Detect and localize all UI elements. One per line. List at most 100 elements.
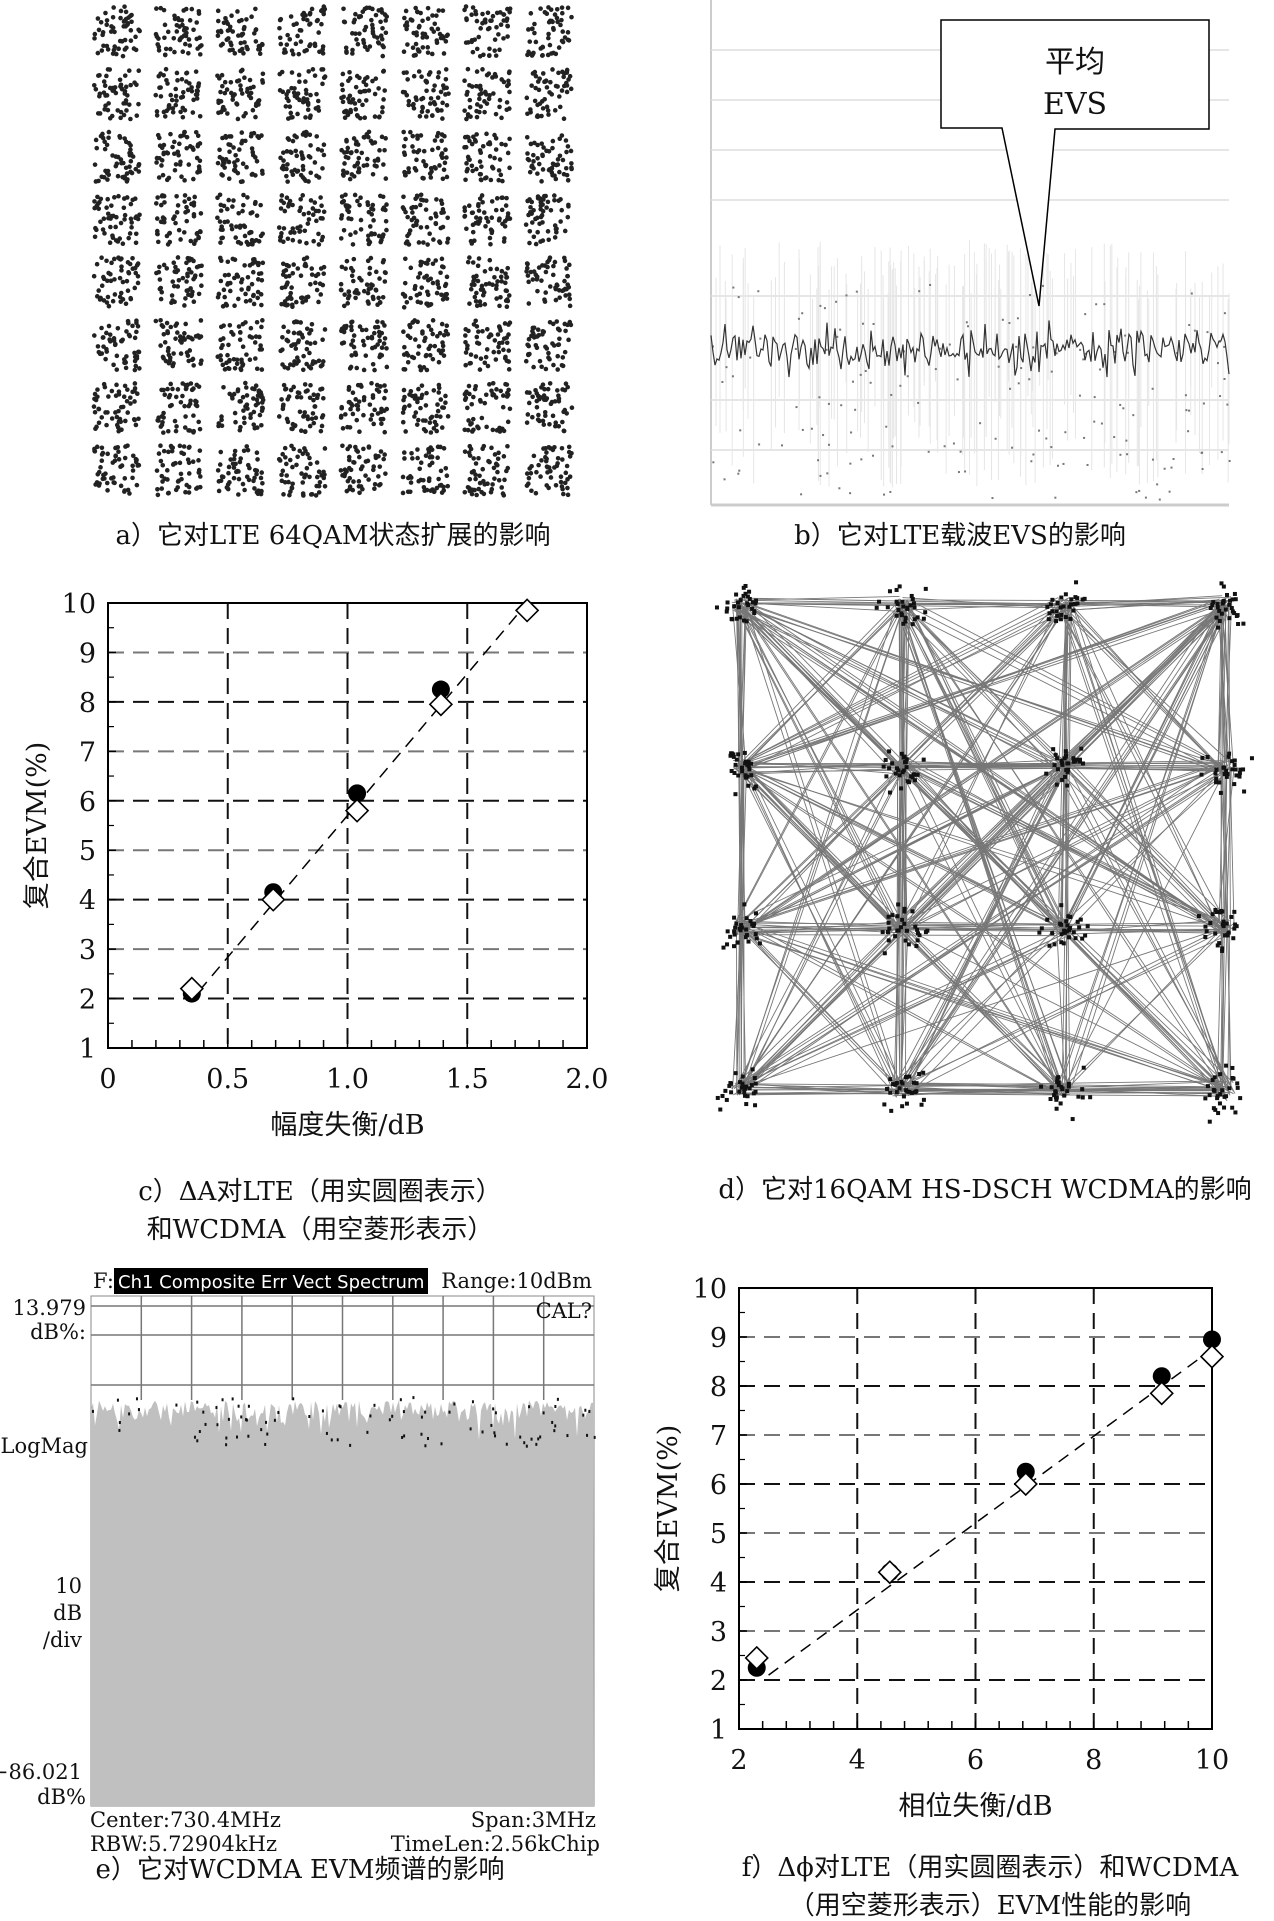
transition-line bbox=[742, 920, 897, 927]
spectrum-dot bbox=[339, 1405, 342, 1409]
y-tick-label: 3 bbox=[79, 935, 96, 966]
scatter-dot bbox=[906, 375, 909, 378]
transition-line bbox=[1067, 610, 1224, 772]
constellation-point bbox=[880, 902, 930, 956]
scatter-dot bbox=[827, 402, 830, 405]
constellation-cluster bbox=[153, 317, 204, 369]
spectrum-dot bbox=[336, 1438, 339, 1442]
constellation-point bbox=[1045, 580, 1087, 624]
caption-c-line1: c）ΔA对LTE（用实圆圈表示） bbox=[138, 1177, 502, 1207]
wcdma-point bbox=[514, 598, 540, 623]
scatter-dot bbox=[1011, 446, 1014, 449]
scatter-dot bbox=[1126, 453, 1129, 456]
spectrum-dot bbox=[505, 1442, 508, 1446]
x-axis-label: 幅度失衡/dB bbox=[270, 1110, 424, 1141]
constellation-cluster bbox=[338, 192, 389, 247]
transition-line bbox=[1219, 606, 1228, 772]
transition-line bbox=[745, 932, 1067, 1090]
scatter-dot bbox=[1202, 402, 1205, 405]
wcdma-point bbox=[261, 887, 286, 912]
transition-line bbox=[1065, 612, 1223, 1090]
scale-label: LogMag bbox=[1, 1434, 89, 1458]
scatter-dot bbox=[927, 450, 930, 453]
caption-c-line2: 和WCDMA（用空菱形表示） bbox=[147, 1215, 494, 1245]
scatter-dot bbox=[997, 365, 1000, 368]
spectrum-dot bbox=[469, 1427, 472, 1431]
constellation-cluster bbox=[91, 67, 142, 122]
y-tick-label: 9 bbox=[710, 1323, 727, 1354]
spectrum-title: Ch1 Composite Err Vect Spectrum bbox=[118, 1272, 424, 1293]
scatter-dot bbox=[1206, 331, 1209, 334]
scatter-dot bbox=[1223, 312, 1226, 315]
scatter-dot bbox=[1223, 377, 1226, 380]
x-tick-label: 2 bbox=[730, 1745, 747, 1776]
constellation-point bbox=[728, 750, 758, 797]
constellation-cluster bbox=[524, 67, 574, 122]
y-tick-label: 1 bbox=[79, 1034, 96, 1065]
transition-line bbox=[1056, 932, 1066, 1095]
spectrum-dot bbox=[265, 1420, 268, 1424]
spectrum-dot bbox=[292, 1397, 295, 1401]
wcdma-point bbox=[1149, 1381, 1174, 1406]
scatter-dot bbox=[1062, 462, 1065, 465]
scatter-dot bbox=[840, 404, 843, 407]
transition-line bbox=[737, 606, 1229, 770]
wcdma-point bbox=[744, 1645, 769, 1671]
spectrum-dot bbox=[542, 1411, 545, 1415]
scatter-dot bbox=[712, 461, 715, 464]
scatter-dot bbox=[1030, 460, 1033, 463]
spectrum-dot bbox=[338, 1404, 341, 1408]
y-tick-label: 7 bbox=[710, 1421, 727, 1452]
transition-line bbox=[897, 1084, 1056, 1087]
caption-e: e）它对WCDMA EVM频谱的影响 bbox=[96, 1855, 505, 1885]
scatter-dot bbox=[1015, 345, 1018, 348]
scatter-dot bbox=[855, 290, 858, 293]
callout-average-evs: 平均 EVS bbox=[940, 19, 1210, 307]
constellation-cluster bbox=[276, 443, 328, 498]
scatter-dot bbox=[890, 393, 893, 396]
constellation-cluster bbox=[92, 318, 142, 373]
scatter-dot bbox=[725, 366, 728, 369]
spectrum-dot bbox=[247, 1404, 250, 1408]
constellation-cluster bbox=[523, 193, 571, 247]
constellation-point bbox=[1208, 581, 1246, 630]
scatter-dot bbox=[869, 381, 872, 384]
transition-line bbox=[903, 921, 1061, 925]
scatter-dot bbox=[1113, 436, 1116, 439]
transition-line bbox=[896, 922, 1070, 1081]
trend-line bbox=[198, 602, 528, 992]
spectrum-dot bbox=[481, 1430, 484, 1434]
scatter-dot bbox=[1095, 303, 1098, 306]
scatter-dot bbox=[1156, 483, 1159, 486]
transition-line bbox=[746, 764, 905, 1091]
constellation-cluster bbox=[524, 133, 574, 184]
constellation-cluster bbox=[524, 255, 573, 309]
transition-line bbox=[1071, 604, 1227, 765]
scatter-dot bbox=[979, 422, 982, 425]
transition-line bbox=[740, 604, 1220, 1088]
spectrum-dot bbox=[247, 1434, 250, 1438]
spectrum-dot bbox=[554, 1424, 557, 1428]
constellation-cluster bbox=[215, 192, 265, 247]
constellation-cluster bbox=[524, 444, 574, 498]
spectrum-dot bbox=[216, 1423, 219, 1427]
panel-e-spectrum: F: Ch1 Composite Err Vect Spectrum Range… bbox=[0, 1268, 600, 1856]
transition-line bbox=[895, 759, 1068, 1085]
scatter-dot bbox=[801, 312, 804, 315]
constellation-cluster bbox=[401, 318, 451, 373]
scatter-dot bbox=[822, 434, 825, 437]
constellation-cluster bbox=[339, 129, 389, 182]
constellation-cluster bbox=[153, 5, 204, 58]
constellation-cluster bbox=[462, 66, 512, 122]
scatter-dot bbox=[797, 317, 800, 320]
plot-frame bbox=[107, 602, 588, 1049]
constellation-cluster bbox=[215, 67, 266, 122]
spectrum-dot bbox=[471, 1400, 474, 1404]
spectrum-dot bbox=[231, 1397, 234, 1401]
transition-line bbox=[736, 770, 1227, 1093]
spectrum-dot bbox=[554, 1405, 557, 1409]
scatter-dot bbox=[1050, 370, 1053, 373]
spectrum-dot bbox=[424, 1410, 427, 1414]
constellation-cluster bbox=[92, 129, 142, 184]
spectrum-dot bbox=[494, 1411, 497, 1415]
